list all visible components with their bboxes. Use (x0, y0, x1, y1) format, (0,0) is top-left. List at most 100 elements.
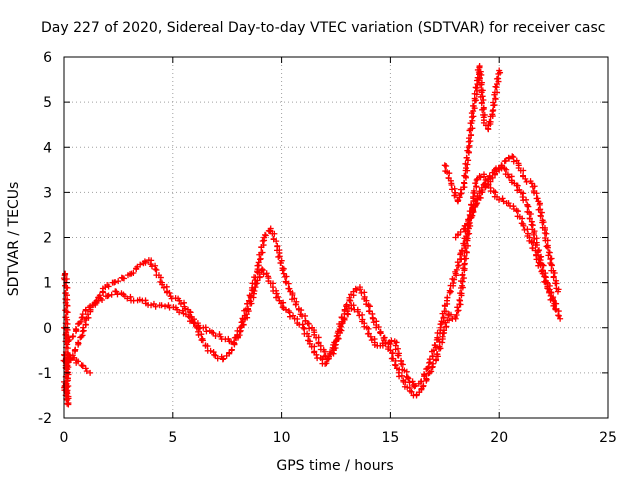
data-point-fill (423, 375, 430, 382)
data-point-fill (207, 347, 214, 354)
data-point-fill (520, 173, 527, 180)
data-point-fill (339, 318, 346, 325)
data-point-fill (439, 330, 446, 337)
data-point-fill (283, 273, 290, 280)
x-tick-label: 15 (381, 430, 399, 446)
data-point-fill (399, 361, 406, 368)
data-point-fill (305, 337, 312, 344)
data-point-fill (538, 209, 545, 216)
data-point-fill (479, 93, 486, 100)
data-point-fill (361, 295, 368, 302)
data-point-fill (115, 278, 122, 285)
data-point-fill (382, 340, 389, 347)
data-point-fill (371, 341, 378, 348)
data-point-fill (462, 222, 469, 229)
data-point-fill (228, 338, 235, 345)
data-point-fill (391, 361, 398, 368)
data-point-fill (473, 183, 480, 190)
x-tick-label: 0 (60, 430, 69, 446)
data-point-fill (78, 314, 85, 321)
data-point-fill (380, 337, 387, 344)
data-point-fill (440, 314, 447, 321)
data-point-fill (516, 186, 523, 193)
data-point-fill (63, 302, 70, 309)
data-point-fill (290, 312, 297, 319)
data-point-fill (525, 203, 532, 210)
data-point-fill (438, 318, 445, 325)
y-tick-label: 4 (43, 140, 52, 156)
chart-title: Day 227 of 2020, Sidereal Day-to-day VTE… (41, 20, 605, 36)
data-point-fill (460, 226, 467, 233)
y-tick-label: 1 (43, 276, 52, 292)
data-point-fill (505, 200, 512, 207)
data-point-fill (426, 359, 433, 366)
data-point-fill (338, 314, 345, 321)
data-point-fill (458, 247, 465, 254)
data-point-fill (279, 304, 286, 311)
data-point-fill (262, 232, 269, 239)
data-point-fill (225, 335, 232, 342)
data-point-fill (336, 326, 343, 333)
data-point-fill (498, 162, 505, 169)
data-point-fill (408, 388, 415, 395)
data-point-fill (331, 339, 338, 346)
data-point-fill (426, 356, 433, 363)
data-point-fill (254, 268, 261, 275)
data-point-fill (460, 179, 467, 186)
data-point-fill (325, 355, 332, 362)
data-point-fill (176, 309, 183, 316)
data-point-fill (206, 327, 213, 334)
data-point-fill (242, 312, 249, 319)
data-point-fill (524, 232, 531, 239)
chart-grid (64, 57, 608, 418)
data-point-fill (469, 102, 476, 109)
data-point-fill (497, 69, 504, 76)
data-point-fill (551, 302, 558, 309)
data-point (500, 198, 507, 205)
data-point-fill (70, 333, 77, 340)
data-point-fill (280, 305, 287, 312)
data-point-fill (75, 339, 82, 346)
data-point-fill (444, 294, 451, 301)
data-point-fill (273, 238, 280, 245)
data-point-fill (446, 317, 453, 324)
data-points (60, 63, 564, 408)
y-tick-label: 5 (43, 95, 52, 111)
data-point-fill (527, 210, 534, 217)
data-point-fill (459, 282, 466, 289)
data-point (404, 374, 411, 381)
data-point-fill (365, 330, 372, 337)
data-point-fill (369, 314, 376, 321)
data-point-fill (405, 375, 412, 382)
data-point-fill (377, 329, 384, 336)
data-point-fill (428, 368, 435, 375)
data-point-fill (544, 244, 551, 251)
y-tick-label: 2 (43, 231, 52, 247)
data-point (509, 153, 516, 160)
data-point-fill (473, 177, 480, 184)
data-point-fill (532, 247, 539, 254)
data-point-fill (276, 253, 283, 260)
data-point-fill (162, 303, 169, 310)
data-point-fill (327, 348, 334, 355)
data-point-fill (79, 362, 86, 369)
data-point-fill (478, 71, 485, 78)
data-point-fill (394, 345, 401, 352)
data-point-fill (99, 285, 106, 292)
data-point-fill (158, 302, 165, 309)
data-point-fill (546, 249, 553, 256)
data-point-fill (457, 290, 464, 297)
data-point-fill (96, 292, 103, 299)
data-point-fill (491, 193, 498, 200)
data-point-fill (549, 296, 556, 303)
data-point-fill (420, 382, 427, 389)
x-axis-title: GPS time / hours (276, 458, 393, 474)
data-point-fill (361, 323, 368, 330)
data-point-fill (246, 292, 253, 299)
data-point-fill (212, 332, 219, 339)
data-point-fill (64, 400, 71, 407)
data-point-fill (481, 173, 488, 180)
data-point-fill (429, 353, 436, 360)
data-point-fill (548, 255, 555, 262)
data-point-fill (323, 360, 330, 367)
